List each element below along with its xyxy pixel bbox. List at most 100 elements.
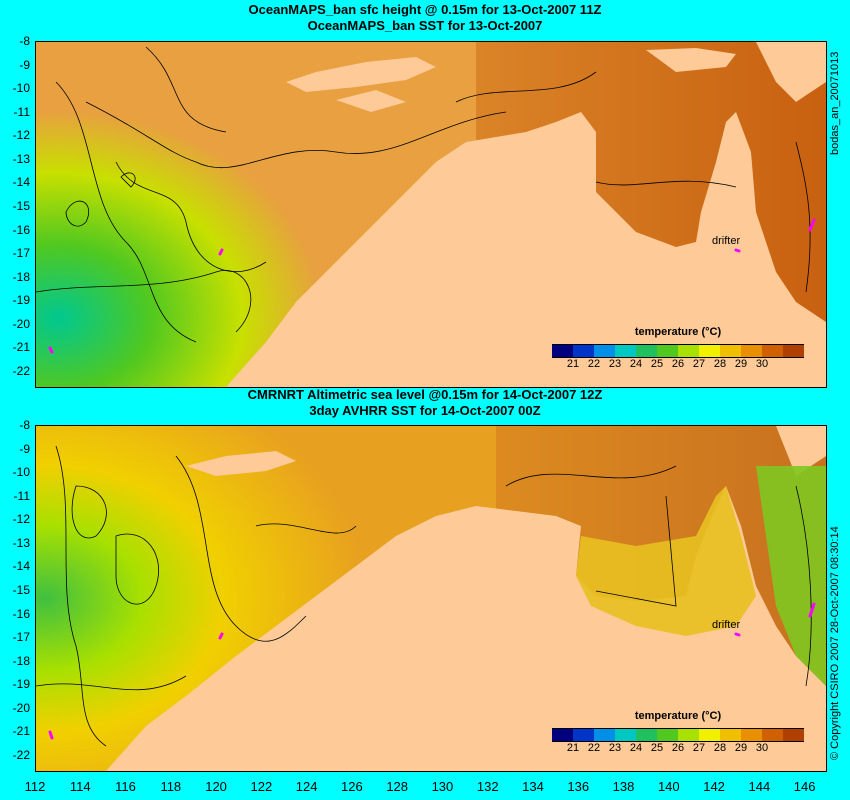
y-tick-label: -14 [12,559,30,574]
drifter-mark [734,632,741,637]
island [646,48,736,72]
y-tick-label: -15 [12,583,30,597]
x-tick-label: 126 [341,779,363,794]
y-tick-label: -21 [12,724,30,739]
colorbar-swatch [741,728,762,742]
bottom-title-line1: CMRNRT Altimetric sea level @0.15m for 1… [247,387,603,402]
top-drifter-label: drifter [712,235,741,247]
colorbar-title: temperature (°C) [634,326,722,338]
y-tick-label: -16 [12,606,30,621]
top-title-line1: OceanMAPS_ban sfc height @ 0.15m for 13-… [248,2,602,17]
colorbar-label: 28 [713,358,727,370]
colorbar-label: 26 [671,742,685,754]
colorbar-swatch [783,728,804,742]
y-tick-label: -18 [12,269,30,284]
bottom-sst-map [36,426,826,771]
y-tick-label: -10 [12,465,30,480]
island [336,90,406,112]
x-tick-label: 128 [386,779,409,794]
timor-island [186,451,296,476]
timor-island [286,57,436,92]
colorbar-swatch [762,344,783,358]
colorbar-swatch [678,728,699,742]
x-tick-label: 138 [612,779,635,794]
colorbar-label: 22 [587,358,601,370]
bottom-map-panel: drifter temperature (°C) 21 22 23 24 25 26 27 2… [35,425,827,772]
bottom-side-label: © Copyright CSIRO 2007 28-Oct-2007 08:30… [829,526,841,760]
colorbar-swatch [552,344,573,358]
colorbar-label: 30 [755,742,769,754]
y-tick-label: -15 [12,199,30,213]
y-tick-label: -18 [12,653,30,668]
y-tick-label: -9 [19,57,30,72]
x-tick-label: 130 [431,779,454,794]
y-tick-label: -13 [12,535,30,550]
x-tick-label: 136 [567,779,590,794]
colorbar-label: 27 [692,742,706,754]
colorbar-label: 23 [608,358,622,370]
colorbar-label: 22 [587,742,601,754]
x-tick-label: 122 [250,779,273,794]
y-tick-label: -14 [12,175,30,190]
y-tick-label: -12 [12,512,30,527]
colorbar-label: 26 [671,358,685,370]
drifter-mark [48,346,54,354]
y-tick-label: -12 [12,128,30,143]
drifter-mark [218,248,224,256]
top-title-line2: OceanMAPS_ban SST for 13-Oct-2007 [307,18,543,33]
colorbar-label: 30 [755,358,769,370]
x-tick-label: 116 [115,779,136,794]
new-guinea-land [756,42,826,102]
y-tick-label: -9 [19,441,30,456]
australia-land [106,486,826,771]
top-sst-map [36,42,826,387]
drifter-mark [808,602,816,618]
y-tick-label: -11 [13,104,30,119]
x-tick-label: 146 [793,779,816,794]
colorbar-title: temperature (°C) [634,710,722,722]
colorbar-swatch [783,344,804,358]
x-tick-label: 134 [522,779,544,794]
drifter-mark [218,632,224,640]
colorbar-label: 21 [566,358,580,370]
y-tick-label: -17 [12,630,30,645]
colorbar-label: 28 [713,742,727,754]
y-tick-label: -17 [12,246,30,261]
colorbar-swatch [573,344,594,358]
drifter-mark [808,218,816,232]
colorbar-swatch [741,344,762,358]
top-map-panel: drifter temperature (°C) 21 22 23 24 25 26 27 2… [35,41,827,388]
x-tick-label: 112 [24,779,46,794]
colorbar-swatch [762,728,783,742]
y-tick-label: -19 [12,677,30,692]
bottom-drifter-label: drifter [712,619,741,631]
colorbar-label: 29 [734,358,748,370]
x-tick-label: 118 [160,779,182,794]
new-guinea-land [776,426,826,476]
bottom-title-line2: 3day AVHRR SST for 14-Oct-2007 00Z [309,403,541,418]
y-tick-label: -20 [12,316,30,331]
colorbar-label: 29 [734,742,748,754]
colorbar-label: 21 [566,742,580,754]
y-tick-label: -10 [12,81,30,96]
colorbar-swatch [552,728,573,742]
colorbar-swatch [699,344,720,358]
x-tick-label: 124 [295,779,318,794]
australia-land [226,112,826,387]
colorbar-swatch [636,728,657,742]
y-tick-label: -20 [12,700,30,715]
colorbar-swatch [594,344,615,358]
y-tick-label: -11 [13,488,30,503]
colorbar-label: 23 [608,742,622,754]
colorbar-swatch [678,344,699,358]
y-tick-label: -16 [12,222,30,237]
y-tick-label: -21 [12,340,30,355]
y-tick-label: -22 [12,364,30,378]
x-tick-label: 144 [748,779,771,794]
colorbar-label: 25 [650,358,664,370]
y-tick-label: -19 [12,293,30,308]
colorbar-label: 25 [650,742,664,754]
x-tick-label: 142 [703,779,725,794]
top-side-label: bodas_an_20071013 [829,51,841,155]
y-tick-label: -13 [12,151,30,166]
